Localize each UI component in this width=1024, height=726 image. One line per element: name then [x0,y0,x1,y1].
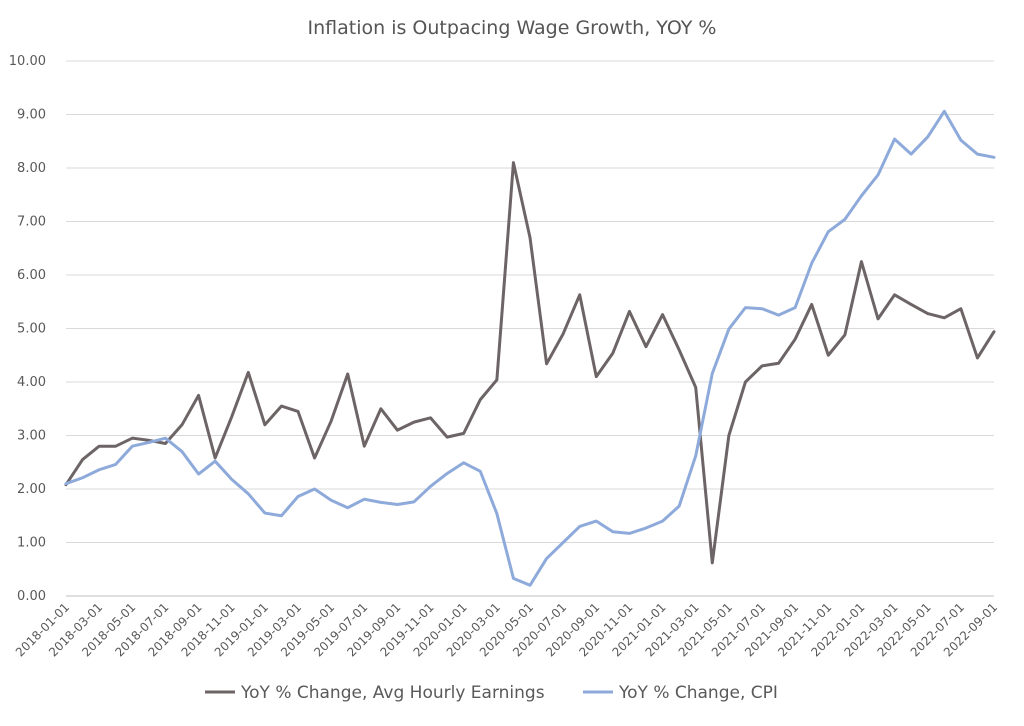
y-tick-label: 4.00 [17,375,46,390]
series-lines [64,109,996,587]
gridlines [66,60,994,597]
legend-label-1: YoY % Change, Avg Hourly Earnings [240,683,545,703]
y-axis-tick-labels: 0.00 1.00 2.00 3.00 4.00 5.00 6.00 7.00 8.00 9.00… [9,54,46,604]
y-tick-label: 9.00 [17,108,46,123]
y-tick-label: 3.00 [17,429,46,444]
y-tick-label: 5.00 [17,322,46,337]
series-line-2 [64,109,996,587]
legend-label-2: YoY % Change, CPI [618,683,778,703]
chart-title: Inflation is Outpacing Wage Growth, YOY … [308,17,717,39]
y-tick-label: 6.00 [17,268,46,283]
x-axis-tick-labels: 2018-01-012018-03-012018-05-012018-07-01… [13,600,1000,659]
legend: YoY % Change, Avg Hourly Earnings YoY % C… [205,683,778,703]
y-tick-label: 7.00 [17,215,46,230]
y-tick-label: 1.00 [17,536,46,551]
y-tick-label: 8.00 [17,161,46,176]
y-tick-label: 2.00 [17,482,46,497]
y-tick-label: 10.00 [9,54,46,69]
y-tick-label: 0.00 [17,589,46,604]
series-line-1 [64,161,996,565]
